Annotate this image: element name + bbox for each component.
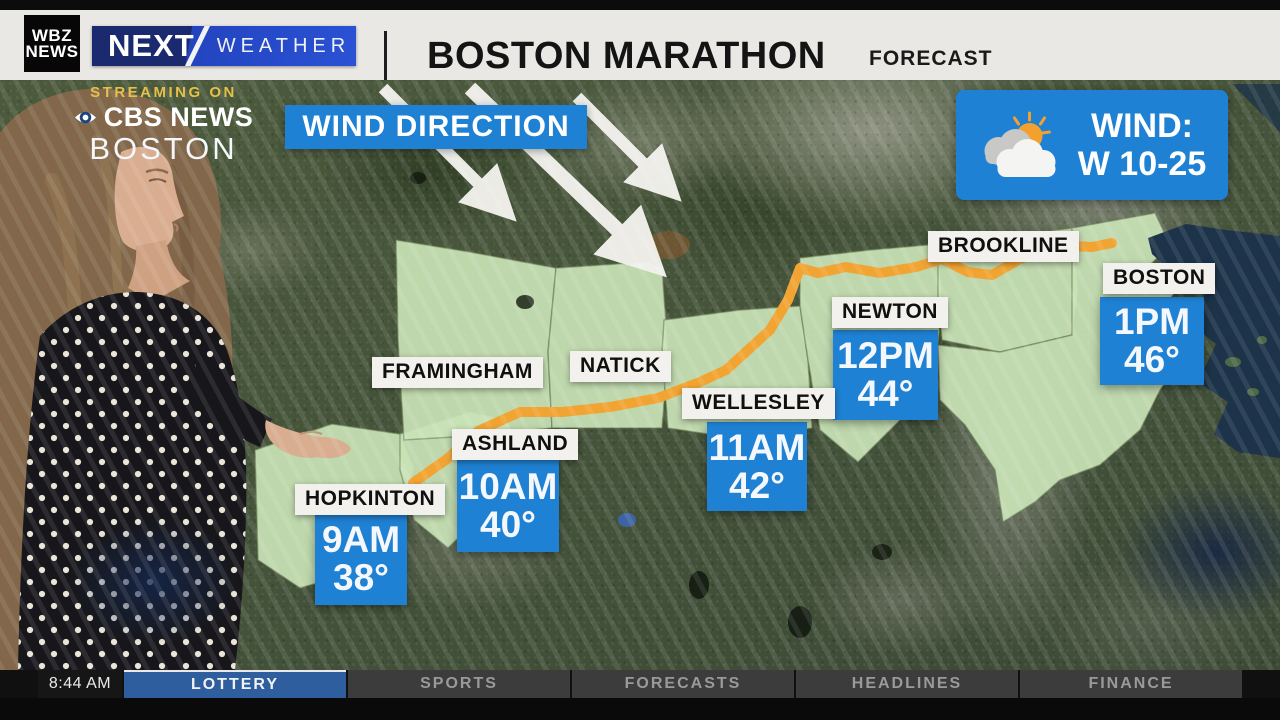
stop-temp: 44°	[857, 373, 914, 414]
town-label-wellesley: WELLESLEY	[682, 388, 835, 419]
ticker-tab-finance: FINANCE	[1020, 670, 1242, 698]
ticker-tab-lottery: LOTTERY	[124, 670, 346, 698]
stop-time: 12PM	[837, 335, 934, 377]
ticker-tab-forecasts: FORECASTS	[572, 670, 794, 698]
stop-badge-wellesley: 11AM 42°	[707, 422, 807, 511]
weather-logo-text: WEATHER	[216, 34, 351, 57]
bottom-ticker: 8:44 AM LOTTERY SPORTS FORECASTS HEADLIN…	[0, 670, 1280, 698]
ticker-tab-sports: SPORTS	[348, 670, 570, 698]
town-label-boston: BOSTON	[1103, 263, 1216, 294]
wind-badge-value: W 10-25	[1077, 145, 1207, 183]
stop-temp: 40°	[480, 504, 536, 545]
stop-badge-newton: 12PM 44°	[833, 330, 938, 420]
stop-temp: 46°	[1124, 339, 1180, 380]
cbs-news-boston-streaming-bug: STREAMING ON CBS NEWS BOSTON	[0, 80, 327, 170]
next-weather-logo: NEXT WEATHER	[92, 26, 356, 66]
town-label-hopkinton: HOPKINTON	[295, 484, 446, 515]
stop-time: 10AM	[458, 466, 558, 508]
wbz-news-logo: WBZ NEWS	[24, 15, 80, 72]
wind-badge: WIND: W 10-25	[956, 90, 1228, 200]
stop-badge-boston: 1PM 46°	[1100, 297, 1204, 385]
streaming-on-label: STREAMING ON	[90, 83, 237, 101]
stop-badge-hopkinton: 9AM 38°	[315, 513, 407, 605]
page-subtitle: FORECAST	[869, 47, 993, 70]
boston-label: BOSTON	[89, 130, 238, 166]
town-label-brookline: BROOKLINE	[928, 231, 1079, 262]
town-label-natick: NATICK	[570, 351, 671, 382]
stop-time: 9AM	[321, 519, 401, 561]
wind-direction-label: WIND DIRECTION	[302, 110, 570, 143]
sun-behind-clouds-icon	[984, 111, 1056, 177]
wind-badge-label: WIND:	[1091, 106, 1193, 145]
clock: 8:44 AM	[38, 670, 122, 698]
stop-temp: 42°	[729, 464, 785, 506]
wbz-logo-line1: WBZ	[31, 25, 73, 45]
bottom-letterbox-strip	[0, 698, 1280, 720]
header-divider	[384, 31, 387, 81]
ticker-spacer	[0, 670, 38, 698]
stop-temp: 38°	[333, 557, 389, 598]
wbz-logo-line2: NEWS	[25, 41, 79, 61]
stop-time: 11AM	[708, 426, 806, 468]
ticker-tab-headlines: HEADLINES	[796, 670, 1018, 698]
cbs-news-label: CBS NEWS	[103, 101, 254, 132]
wind-direction-banner: WIND DIRECTION	[285, 105, 587, 149]
stop-badge-ashland: 10AM 40°	[457, 460, 559, 552]
town-label-framingham: FRAMINGHAM	[372, 357, 543, 388]
town-label-newton: NEWTON	[832, 297, 948, 328]
town-label-ashland: ASHLAND	[452, 429, 579, 460]
stop-time: 1PM	[1113, 301, 1191, 343]
header-bar: WBZ NEWS NEXT WEATHER BOSTON MARATHON FO…	[0, 10, 1280, 81]
forecast-map: WIND DIRECTION	[0, 80, 1280, 670]
next-logo-text: NEXT	[108, 28, 195, 63]
top-letterbox-strip	[0, 0, 1280, 10]
page-title: BOSTON MARATHON	[427, 35, 826, 77]
cbs-eye-icon	[74, 111, 96, 123]
